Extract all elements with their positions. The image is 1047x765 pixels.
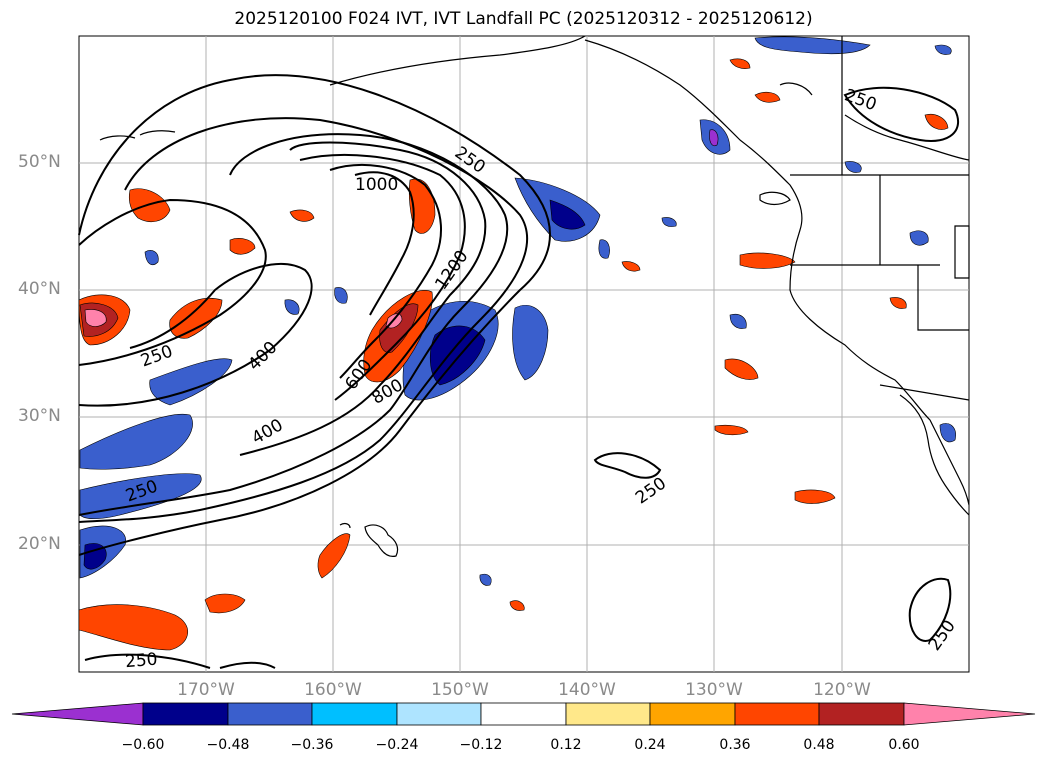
colorbar-tick-label: 0.24 bbox=[634, 737, 666, 753]
colorbar-swatch bbox=[734, 702, 820, 726]
colorbar-swatch bbox=[565, 702, 651, 726]
ivt-contours bbox=[78, 74, 960, 669]
lat-tick-label: 40°N bbox=[18, 279, 61, 299]
colorbar-swatch bbox=[11, 702, 144, 726]
colorbar-swatch bbox=[396, 702, 482, 726]
lat-tick-label: 50°N bbox=[18, 152, 61, 172]
lat-tick-label: 20°N bbox=[18, 534, 61, 554]
colorbar-tick-label: 0.48 bbox=[803, 737, 835, 753]
colorbar-tick-label: −0.48 bbox=[206, 737, 250, 753]
colorbar-tick-label: 0.60 bbox=[888, 737, 920, 753]
lon-tick-label: 130°W bbox=[685, 680, 743, 700]
contour-label: 250 bbox=[124, 650, 158, 673]
lat-tick-label: 30°N bbox=[18, 406, 61, 426]
lon-tick-label: 150°W bbox=[431, 680, 489, 700]
colorbar-swatch bbox=[227, 702, 313, 726]
colorbar bbox=[11, 702, 1036, 726]
colorbar-swatch bbox=[818, 702, 905, 726]
colorbar-swatch bbox=[903, 702, 1036, 726]
colorbar-swatch bbox=[649, 702, 736, 726]
contour-label: 1000 bbox=[355, 175, 398, 195]
colorbar-tick-label: 0.12 bbox=[550, 737, 582, 753]
lon-tick-label: 170°W bbox=[177, 680, 235, 700]
lon-tick-label: 160°W bbox=[304, 680, 362, 700]
lon-tick-label: 120°W bbox=[813, 680, 871, 700]
colorbar-swatch bbox=[311, 702, 398, 726]
colorbar-tick-label: −0.24 bbox=[375, 737, 419, 753]
colorbar-swatch bbox=[480, 702, 567, 726]
map-title: 2025120100 F024 IVT, IVT Landfall PC (20… bbox=[234, 9, 813, 29]
colorbar-tick-label: −0.36 bbox=[290, 737, 334, 753]
colorbar-swatch bbox=[142, 702, 229, 726]
coastlines bbox=[99, 35, 970, 557]
colorbar-tick-label: 0.36 bbox=[719, 737, 751, 753]
colorbar-tick-label: −0.12 bbox=[459, 737, 503, 753]
lon-tick-label: 140°W bbox=[558, 680, 616, 700]
colorbar-tick-label: −0.60 bbox=[121, 737, 165, 753]
